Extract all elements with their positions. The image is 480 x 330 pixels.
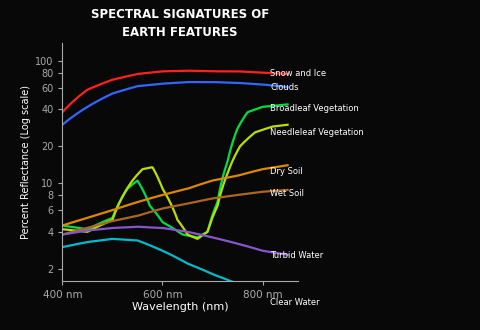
Text: Turbid Water: Turbid Water: [270, 251, 324, 260]
Y-axis label: Percent Reflectance (Log scale): Percent Reflectance (Log scale): [21, 85, 31, 239]
Text: Needleleaf Vegetation: Needleleaf Vegetation: [270, 128, 364, 137]
Text: Snow and Ice: Snow and Ice: [270, 70, 326, 79]
Text: Wet Soil: Wet Soil: [270, 189, 304, 198]
Text: Dry Soil: Dry Soil: [270, 167, 303, 176]
X-axis label: Wavelength (nm): Wavelength (nm): [132, 302, 228, 312]
Title: SPECTRAL SIGNATURES OF
EARTH FEATURES: SPECTRAL SIGNATURES OF EARTH FEATURES: [91, 8, 269, 39]
Text: Broadleaf Vegetation: Broadleaf Vegetation: [270, 104, 359, 113]
Text: Clouds: Clouds: [270, 83, 299, 92]
Text: Clear Water: Clear Water: [270, 298, 320, 307]
